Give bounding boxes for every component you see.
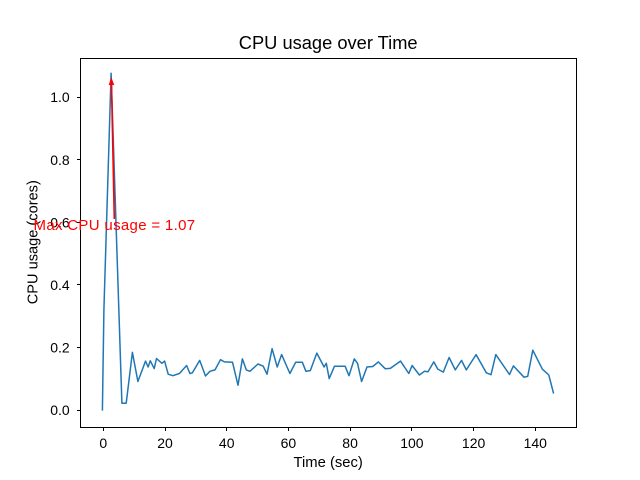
- svg-text:40: 40: [219, 435, 235, 451]
- svg-text:1.0: 1.0: [50, 89, 70, 105]
- svg-text:CPU usage over Time: CPU usage over Time: [239, 32, 418, 53]
- svg-text:0.2: 0.2: [50, 340, 70, 356]
- svg-text:0: 0: [99, 435, 107, 451]
- svg-text:140: 140: [524, 435, 548, 451]
- svg-text:100: 100: [400, 435, 424, 451]
- svg-text:0.0: 0.0: [50, 402, 70, 418]
- svg-text:Time (sec): Time (sec): [294, 455, 363, 471]
- svg-text:0.4: 0.4: [50, 277, 70, 293]
- svg-text:80: 80: [342, 435, 358, 451]
- svg-text:Max CPU usage = 1.07: Max CPU usage = 1.07: [34, 217, 196, 234]
- svg-text:20: 20: [157, 435, 173, 451]
- svg-text:60: 60: [281, 435, 297, 451]
- svg-text:0.6: 0.6: [50, 214, 70, 230]
- svg-text:CPU usage (cores): CPU usage (cores): [26, 180, 42, 304]
- svg-text:0.8: 0.8: [50, 152, 70, 168]
- svg-text:120: 120: [462, 435, 486, 451]
